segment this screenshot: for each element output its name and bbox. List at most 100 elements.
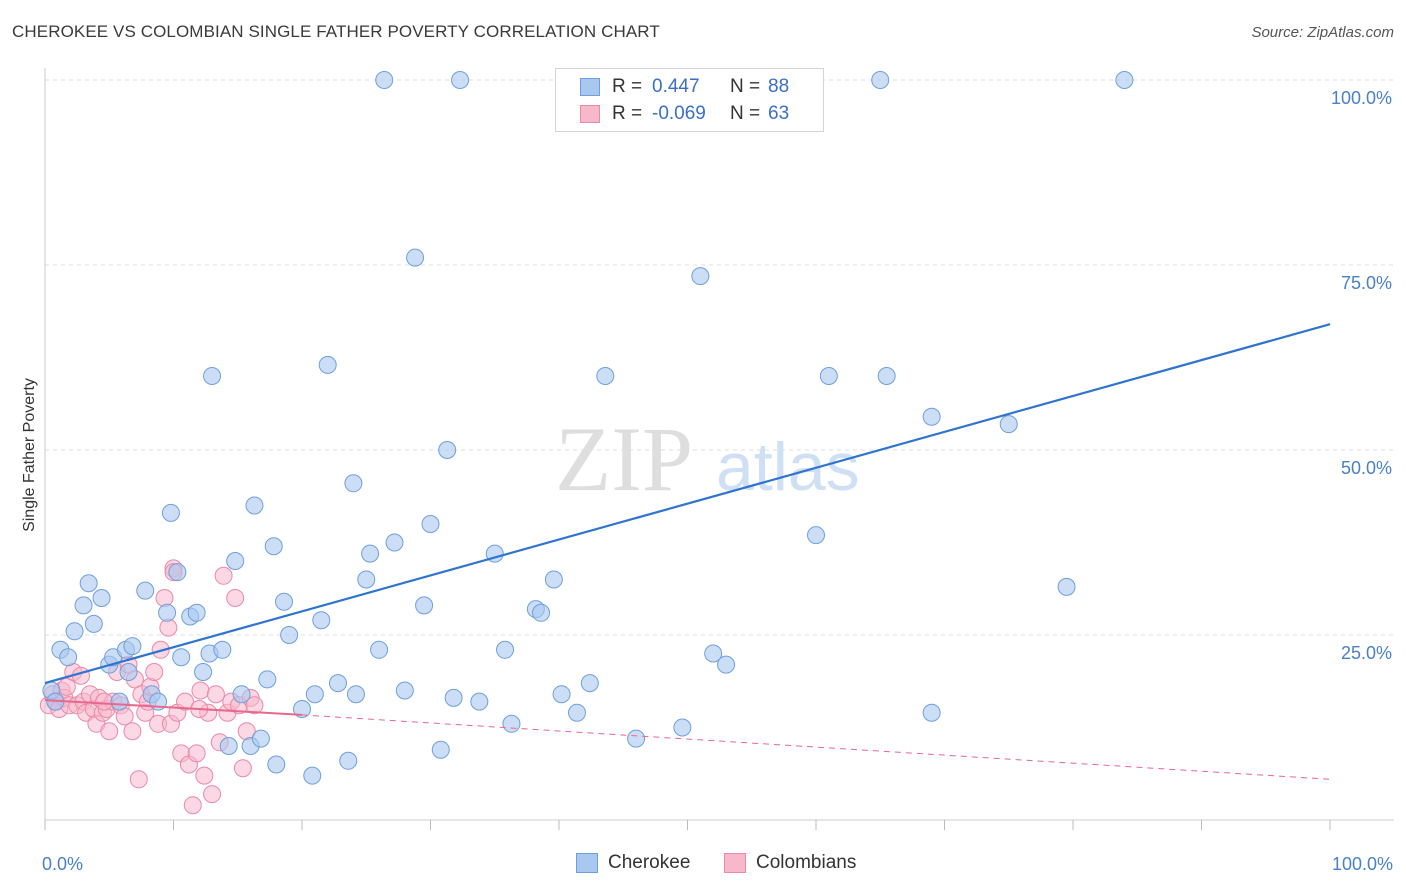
stats-legend: R = 0.447 N = 88 R = -0.069 N = 63 — [555, 68, 824, 132]
tick-labels: 25.0% 50.0% 75.0% 100.0% 0.0% 100.0% — [42, 88, 1393, 874]
colombians-point — [245, 696, 264, 715]
cherokee-point — [871, 71, 890, 89]
cherokee-point — [303, 766, 322, 785]
colombians-legend-swatch — [724, 853, 746, 873]
cherokee-point — [59, 648, 78, 667]
legend-item-cherokee[interactable]: Cherokee — [576, 852, 690, 874]
cherokee-point — [119, 663, 138, 681]
colombians-point — [183, 796, 202, 815]
cherokee-point — [451, 71, 470, 89]
cherokee-point — [673, 718, 692, 737]
cherokee-point — [346, 685, 365, 704]
legend-row-colombians: R = -0.069 N = 63 — [580, 102, 789, 126]
cherokee-point — [496, 640, 515, 659]
cherokee-point — [807, 526, 825, 545]
cherokee-point — [691, 267, 710, 286]
chart-title: CHEROKEE VS COLOMBIAN SINGLE FATHER POVE… — [12, 22, 660, 41]
colombians-point — [195, 766, 214, 785]
colombians-swatch — [580, 105, 600, 123]
legend-item-colombians[interactable]: Colombians — [724, 852, 856, 874]
cherokee-point — [219, 737, 238, 755]
r-value: -0.069 — [652, 103, 706, 124]
cherokee-point — [470, 692, 489, 711]
cherokee-point — [375, 71, 394, 89]
colombians-point — [155, 589, 174, 607]
cherokee-point — [293, 700, 311, 718]
cherokee-point — [110, 692, 129, 711]
cherokee-point — [79, 574, 98, 593]
cherokee-point — [385, 533, 404, 552]
colombians-point — [123, 722, 142, 741]
colombians-point — [95, 692, 114, 711]
cherokee-point — [877, 367, 896, 385]
r-label: R = — [612, 76, 643, 97]
cherokee-point — [415, 596, 434, 615]
cherokee-point — [267, 755, 286, 774]
colombians-point — [187, 744, 206, 763]
colombians-point — [100, 722, 119, 741]
colombians-point — [203, 785, 222, 804]
watermark: ZIP atlas — [555, 408, 860, 510]
colombians-point — [214, 566, 233, 585]
cherokee-point — [258, 670, 277, 689]
cherokee-point — [226, 552, 245, 570]
colombians-point — [206, 685, 225, 704]
cherokee-legend-label: Cherokee — [608, 852, 691, 873]
y-tick-label: 25.0% — [1341, 643, 1392, 663]
cherokee-point — [431, 740, 450, 759]
y-tick-label: 100.0% — [1331, 88, 1392, 108]
cherokee-point — [395, 681, 414, 700]
cherokee-point — [339, 751, 358, 770]
cherokee-point — [552, 685, 571, 704]
cherokee-point — [421, 515, 440, 533]
cherokee-point — [344, 474, 363, 493]
cherokee-point — [318, 355, 337, 374]
cherokee-point — [312, 611, 331, 630]
cherokee-point — [123, 637, 142, 656]
cherokee-point — [1057, 577, 1076, 596]
cherokee-point — [406, 248, 425, 267]
cherokee-point — [203, 367, 222, 385]
cherokee-point — [280, 626, 299, 644]
cherokee-legend-swatch — [576, 853, 598, 873]
n-value: 88 — [768, 76, 790, 97]
cherokee-point — [502, 714, 521, 733]
cherokee-point — [74, 596, 93, 615]
cherokee-point — [580, 674, 599, 693]
cherokee-point — [264, 537, 283, 556]
cherokee-point — [922, 407, 941, 426]
cherokee-point — [172, 648, 191, 667]
cherokee-point — [232, 685, 251, 704]
cherokee-point — [161, 503, 180, 522]
cherokee-point — [999, 415, 1018, 434]
gridlines — [45, 79, 1394, 636]
cherokee-point — [213, 640, 232, 659]
cherokee-points — [42, 71, 1134, 785]
cherokee-point — [567, 703, 586, 722]
cherokee-point — [305, 685, 324, 704]
cherokee-point — [361, 544, 380, 563]
y-tick-label: 75.0% — [1341, 273, 1392, 293]
n-value: 63 — [768, 103, 790, 124]
cherokee-trend-line — [44, 323, 1331, 685]
watermark-atlas: atlas — [716, 429, 860, 505]
x-tick-label: 100.0% — [1332, 854, 1393, 874]
cherokee-point — [627, 729, 646, 748]
cherokee-point — [92, 589, 111, 607]
cherokee-point — [245, 496, 264, 515]
cherokee-point — [704, 644, 723, 663]
r-label: R = — [612, 103, 643, 124]
cherokee-point — [819, 367, 838, 385]
colombians-point — [145, 663, 164, 681]
colombians-point — [191, 681, 210, 700]
source-credit: Source: ZipAtlas.com — [1251, 24, 1394, 41]
cherokee-point — [532, 603, 551, 622]
cherokee-point — [438, 441, 457, 459]
r-value: 0.447 — [652, 76, 700, 97]
cherokee-point — [275, 592, 294, 611]
y-tick-label: 50.0% — [1341, 458, 1392, 478]
n-label: N = — [730, 103, 761, 124]
colombians-trend-dashed — [301, 714, 1331, 780]
cherokee-point — [187, 603, 206, 622]
cherokee-point — [596, 367, 615, 385]
